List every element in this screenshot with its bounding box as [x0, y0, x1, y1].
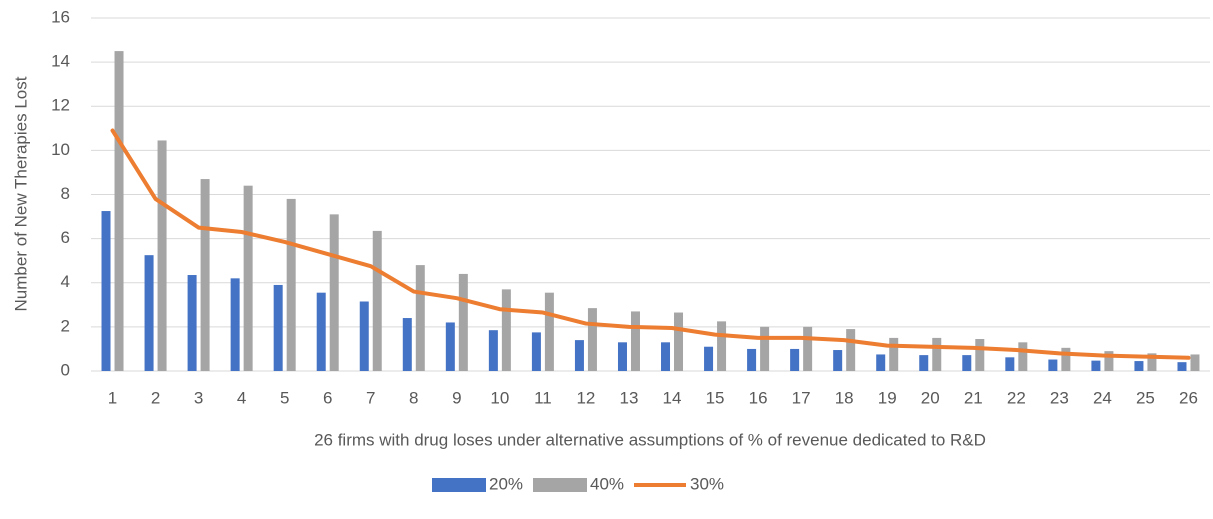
bar	[273, 284, 283, 371]
bar	[101, 211, 111, 371]
x-tick-label: 6	[323, 388, 332, 407]
bar	[790, 348, 800, 371]
bar	[458, 273, 468, 371]
x-tick-label: 17	[792, 388, 811, 407]
x-tick-label: 12	[576, 388, 595, 407]
x-tick-label: 8	[409, 388, 418, 407]
bar	[230, 278, 240, 371]
bar	[531, 332, 541, 371]
bar	[760, 326, 770, 371]
bar	[889, 337, 899, 371]
bar	[747, 348, 757, 371]
line-series	[110, 128, 1191, 360]
y-tick-label: 12	[51, 96, 70, 115]
bar	[587, 308, 597, 371]
bar	[1061, 347, 1071, 371]
bar	[919, 355, 929, 371]
bar	[445, 322, 455, 371]
bar	[1018, 342, 1028, 371]
bar	[144, 255, 154, 371]
bar	[372, 230, 382, 371]
y-tick-label: 14	[51, 52, 70, 71]
legend-swatch	[533, 478, 587, 492]
bar	[243, 185, 253, 371]
y-tick-label: 6	[61, 228, 70, 247]
x-tick-label: 10	[490, 388, 509, 407]
x-tick-label: 7	[366, 388, 375, 407]
x-tick-label: 21	[964, 388, 983, 407]
bar	[932, 337, 942, 371]
x-tick-label: 24	[1093, 388, 1112, 407]
bar	[1005, 357, 1015, 371]
bar	[803, 326, 813, 371]
bar	[1177, 362, 1187, 371]
bar	[876, 354, 886, 371]
bar	[157, 140, 167, 371]
bar	[286, 198, 296, 371]
x-tick-label: 3	[194, 388, 203, 407]
y-tick-label: 16	[51, 7, 70, 26]
y-tick-label: 4	[61, 272, 70, 291]
bar	[488, 330, 498, 371]
bar	[1147, 353, 1157, 371]
legend-label: 30%	[690, 474, 724, 493]
bar	[1104, 351, 1114, 371]
legend-label: 40%	[590, 474, 624, 493]
bar	[1134, 361, 1144, 371]
x-tick-label: 9	[452, 388, 461, 407]
x-tick-label: 16	[749, 388, 768, 407]
y-tick-label: 0	[61, 360, 70, 379]
bar	[717, 321, 727, 371]
bar	[962, 355, 972, 371]
y-tick-label: 10	[51, 140, 70, 159]
bar	[833, 350, 843, 371]
x-tick-label: 13	[620, 388, 639, 407]
bar	[975, 339, 985, 371]
x-tick-label: 1	[108, 388, 117, 407]
bar	[187, 275, 197, 371]
bar	[359, 301, 369, 371]
x-tick-label: 5	[280, 388, 289, 407]
bar	[1091, 360, 1101, 371]
bar	[1048, 359, 1058, 371]
x-tick-label: 20	[921, 388, 940, 407]
x-tick-label: 26	[1179, 388, 1198, 407]
legend-label: 20%	[489, 474, 523, 493]
bar	[1190, 354, 1200, 371]
bar	[574, 340, 584, 371]
y-axis-title: Number of New Therapies Lost	[11, 76, 30, 311]
bar	[630, 311, 640, 371]
legend-swatch	[432, 478, 486, 492]
x-tick-label: 4	[237, 388, 246, 407]
x-tick-label: 23	[1050, 388, 1069, 407]
bar	[114, 51, 124, 371]
x-tick-label: 18	[835, 388, 854, 407]
bar	[661, 342, 671, 371]
bar	[617, 342, 627, 371]
bar	[674, 312, 684, 371]
bar	[200, 179, 210, 371]
y-tick-label: 2	[61, 316, 70, 335]
bar	[316, 292, 326, 371]
bar	[402, 318, 412, 371]
bar	[704, 346, 714, 371]
x-tick-label: 11	[534, 388, 552, 407]
x-tick-label: 22	[1007, 388, 1026, 407]
x-tick-label: 2	[151, 388, 160, 407]
x-tick-label: 19	[878, 388, 897, 407]
bar	[329, 214, 339, 371]
x-tick-label: 15	[706, 388, 725, 407]
y-tick-label: 8	[61, 184, 70, 203]
bar	[501, 289, 511, 371]
x-axis-title: 26 firms with drug loses under alternati…	[314, 430, 986, 449]
bar	[846, 329, 856, 371]
bar	[415, 265, 425, 371]
bar	[544, 292, 554, 371]
x-tick-label: 14	[663, 388, 682, 407]
x-tick-label: 25	[1136, 388, 1155, 407]
